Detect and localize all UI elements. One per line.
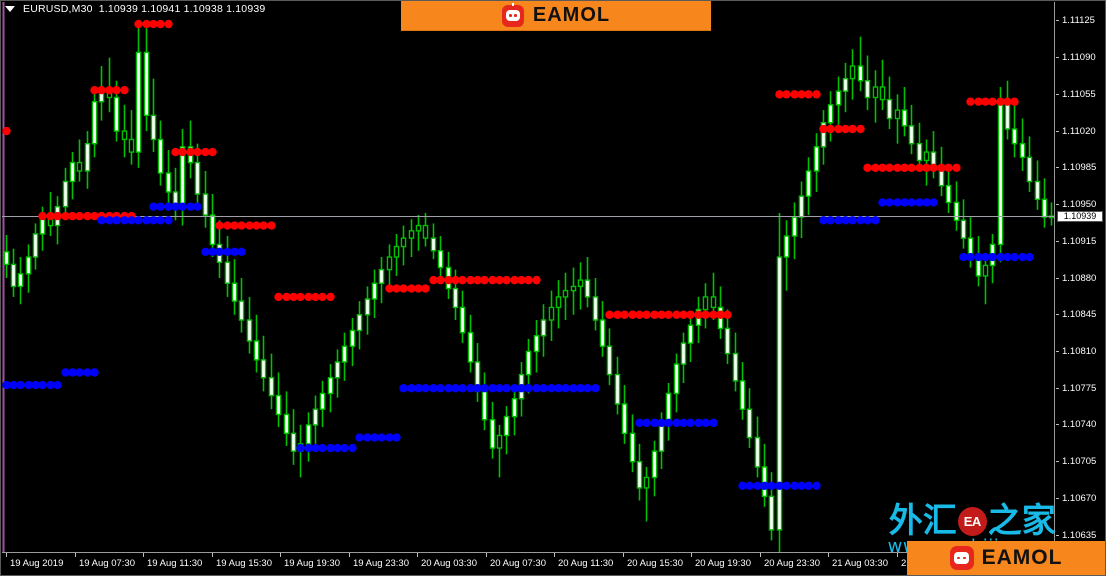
tick-mark: [349, 553, 350, 557]
time-tick-label: 20 Aug 19:30: [695, 558, 751, 569]
tick-mark: [1056, 240, 1059, 242]
symbol-label: EURUSD,M30: [23, 3, 93, 15]
price-tick: 1.10880: [1055, 272, 1106, 284]
tick-mark: [1056, 57, 1059, 59]
eamol-bottom-logo: EAMOL: [907, 541, 1105, 575]
price-tick: 1.10775: [1055, 382, 1106, 394]
time-tick-label: 19 Aug 07:30: [79, 558, 135, 569]
price-tick-label: 1.10635: [1062, 529, 1097, 541]
tick-mark: [1056, 350, 1059, 352]
tick-mark: [212, 553, 213, 557]
price-tick-label: 1.11125: [1062, 15, 1095, 27]
tick-mark: [1056, 387, 1059, 389]
bottom-logo-label: EAMOL: [981, 546, 1063, 569]
time-tick-label: 20 Aug 07:30: [490, 558, 546, 569]
tick-mark: [1056, 497, 1059, 499]
tick-mark: [828, 553, 829, 557]
time-axis[interactable]: 19 Aug 2019 19 Aug 07:30 19 Aug 11:30 19 Au…: [2, 552, 1055, 574]
time-tick-label: 20 Aug 03:30: [421, 558, 477, 569]
ohlc-values: 1.10939 1.10941 1.10938 1.10939: [98, 3, 266, 15]
tick-mark: [897, 553, 898, 557]
price-tick-label: 1.10950: [1062, 199, 1097, 211]
tick-mark: [623, 553, 624, 557]
tick-mark: [75, 553, 76, 557]
tick-mark: [417, 553, 418, 557]
price-tick: 1.10635: [1055, 529, 1106, 541]
symbol-header: EURUSD,M30 1.10939 1.10941 1.10938 1.109…: [1, 1, 425, 17]
price-tick: 1.10915: [1055, 235, 1106, 247]
chart-plot-area[interactable]: [2, 2, 1055, 553]
time-tick-label: 19 Aug 19:30: [284, 558, 340, 569]
time-tick-label: 20 Aug 15:30: [627, 558, 683, 569]
price-tick: 1.10705: [1055, 456, 1106, 468]
price-tick: 1.10950: [1055, 199, 1106, 211]
tick-mark: [760, 553, 761, 557]
price-tick-label: 1.10845: [1062, 309, 1097, 321]
price-tick-label: 1.10670: [1062, 492, 1097, 504]
tick-mark: [554, 553, 555, 557]
price-tick-label: 1.10880: [1062, 272, 1097, 284]
tick-mark: [1056, 277, 1059, 279]
tick-mark: [1056, 534, 1059, 536]
price-tick-label: 1.10915: [1062, 235, 1097, 247]
price-tick-label: 1.11090: [1062, 52, 1096, 64]
robot-icon: [501, 2, 524, 27]
price-axis[interactable]: 1.11125 1.11090 1.11055 1.11020 1.10985 1.109…: [1054, 2, 1105, 553]
price-tick: 1.11090: [1055, 52, 1106, 64]
price-tick: 1.10985: [1055, 162, 1106, 174]
price-tick-label: 1.10985: [1062, 162, 1097, 174]
tick-mark: [1056, 130, 1059, 132]
tick-mark: [486, 553, 487, 557]
time-tick-label: 19 Aug 23:30: [353, 558, 409, 569]
tick-mark: [1056, 461, 1059, 463]
price-tick-label: 1.10775: [1062, 382, 1097, 394]
tick-mark: [1056, 314, 1059, 316]
price-tick: 1.11055: [1055, 88, 1106, 100]
price-tick: 1.10740: [1055, 419, 1106, 431]
tick-mark: [1056, 424, 1059, 426]
time-tick-label: 21 Aug 03:30: [832, 558, 888, 569]
price-tick-label: 1.11020: [1062, 125, 1096, 137]
time-tick-label: 19 Aug 11:30: [147, 558, 203, 569]
tick-mark: [1056, 204, 1059, 206]
tick-mark: [1056, 167, 1059, 169]
price-tick-label: 1.10740: [1062, 419, 1097, 431]
price-tick: 1.10810: [1055, 345, 1106, 357]
robot-icon: [949, 546, 974, 570]
price-tick: 1.11125: [1055, 15, 1106, 27]
tick-mark: [1056, 20, 1059, 22]
time-tick-label: 20 Aug 11:30: [558, 558, 614, 569]
time-tick-label: 19 Aug 2019: [10, 558, 64, 569]
tick-mark: [280, 553, 281, 557]
price-tick-label: 1.10810: [1062, 345, 1097, 357]
current-price-label: 1.10939: [1057, 210, 1103, 222]
tick-mark: [1056, 93, 1059, 95]
eamol-top-banner: EAMOL: [401, 1, 711, 31]
banner-label: EAMOL: [532, 4, 611, 26]
time-tick-label: 19 Aug 15:30: [216, 558, 272, 569]
price-tick-label: 1.10705: [1062, 456, 1097, 468]
candlestick-svg: [2, 2, 1055, 553]
price-tick: 1.10845: [1055, 309, 1106, 321]
tick-mark: [691, 553, 692, 557]
price-tick-label: 1.11055: [1062, 88, 1096, 100]
tick-mark: [6, 553, 7, 557]
chevron-down-icon[interactable]: [5, 6, 15, 12]
price-tick: 1.11020: [1055, 125, 1106, 137]
time-tick-label: 20 Aug 23:30: [764, 558, 820, 569]
tick-mark: [143, 553, 144, 557]
price-tick: 1.10670: [1055, 492, 1106, 504]
